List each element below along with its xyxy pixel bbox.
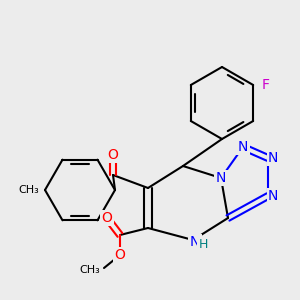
Text: H: H xyxy=(198,238,208,250)
Text: O: O xyxy=(115,248,125,262)
Text: N: N xyxy=(268,151,278,165)
Text: N: N xyxy=(190,235,200,249)
Text: CH₃: CH₃ xyxy=(18,185,39,195)
Text: CH₃: CH₃ xyxy=(79,265,100,275)
Text: N: N xyxy=(238,140,248,154)
Text: N: N xyxy=(216,171,226,185)
Text: O: O xyxy=(108,148,118,162)
Text: F: F xyxy=(261,78,269,92)
Text: N: N xyxy=(268,189,278,203)
Text: O: O xyxy=(102,211,112,225)
